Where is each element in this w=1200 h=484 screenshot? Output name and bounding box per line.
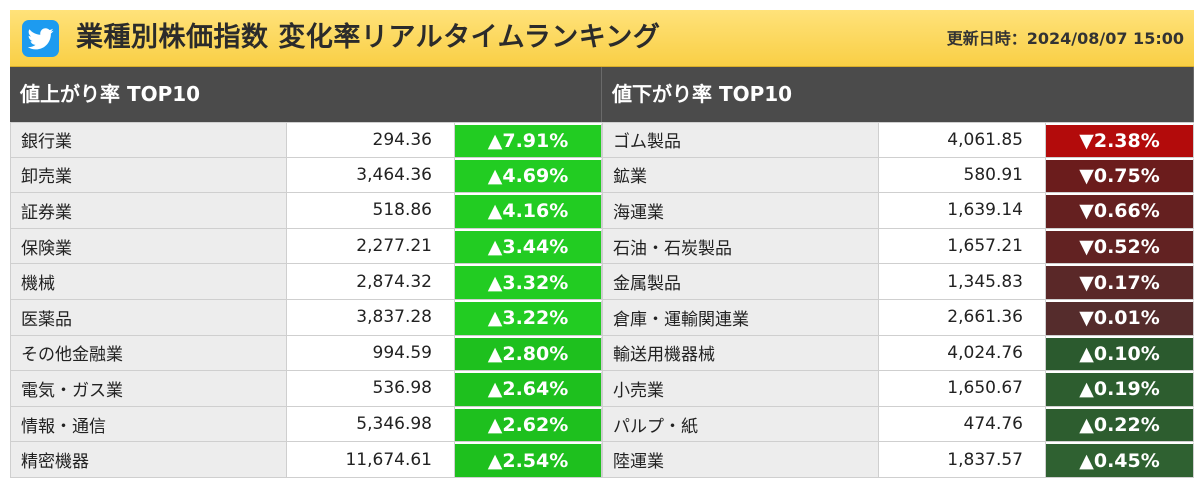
change-rate-badge: ▲0.19% bbox=[1046, 371, 1194, 406]
index-value: 474.76 bbox=[879, 406, 1046, 442]
change-rate-badge: ▲4.16% bbox=[455, 193, 602, 228]
table-row[interactable]: 倉庫・運輸関連業 2,661.36 ▼0.01% bbox=[602, 299, 1194, 336]
change-rate-badge: ▲3.44% bbox=[455, 228, 602, 264]
change-rate-badge: ▼0.75% bbox=[1046, 157, 1194, 193]
table-row[interactable]: 保険業 2,277.21 ▲3.44% bbox=[10, 228, 602, 265]
table-row[interactable]: 証券業 518.86 ▲4.16% bbox=[10, 193, 602, 229]
table-row[interactable]: ゴム製品 4,061.85 ▼2.38% bbox=[602, 122, 1194, 158]
gainers-heading: 値上がり率 TOP10 bbox=[10, 67, 602, 122]
table-row[interactable]: 石油・石炭製品 1,657.21 ▼0.52% bbox=[602, 228, 1194, 265]
change-rate-badge: ▲2.54% bbox=[455, 442, 602, 477]
table-row[interactable]: 精密機器 11,674.61 ▲2.54% bbox=[10, 442, 602, 478]
change-rate-badge: ▲3.32% bbox=[455, 264, 602, 299]
change-rate-badge: ▼0.01% bbox=[1046, 299, 1194, 335]
index-value: 3,837.28 bbox=[287, 299, 455, 335]
sector-name: 陸運業 bbox=[602, 442, 879, 477]
table-row[interactable]: その他金融業 994.59 ▲2.80% bbox=[10, 335, 602, 372]
change-rate-badge: ▲4.69% bbox=[455, 157, 602, 193]
table-row[interactable]: パルプ・紙 474.76 ▲0.22% bbox=[602, 406, 1194, 443]
index-value: 518.86 bbox=[287, 193, 455, 228]
index-value: 4,024.76 bbox=[879, 335, 1046, 371]
change-rate-badge: ▼0.52% bbox=[1046, 228, 1194, 264]
change-rate-badge: ▲3.22% bbox=[455, 299, 602, 335]
table-row[interactable]: 医薬品 3,837.28 ▲3.22% bbox=[10, 299, 602, 336]
sector-name: 倉庫・運輸関連業 bbox=[602, 299, 879, 335]
sector-name: パルプ・紙 bbox=[602, 406, 879, 442]
index-value: 5,346.98 bbox=[287, 406, 455, 442]
sector-name: 石油・石炭製品 bbox=[602, 228, 879, 264]
sector-name: 鉱業 bbox=[602, 157, 879, 193]
index-value: 1,639.14 bbox=[879, 193, 1046, 228]
change-rate-badge: ▼0.66% bbox=[1046, 193, 1194, 228]
sector-name: その他金融業 bbox=[10, 335, 287, 371]
change-rate-badge: ▲2.62% bbox=[455, 406, 602, 442]
index-value: 2,661.36 bbox=[879, 299, 1046, 335]
table-row[interactable]: 陸運業 1,837.57 ▲0.45% bbox=[602, 442, 1194, 478]
sector-name: 小売業 bbox=[602, 371, 879, 406]
gainers-panel: 値上がり率 TOP10 銀行業 294.36 ▲7.91% 卸売業 3,464.36 ▲4… bbox=[10, 67, 602, 478]
update-timestamp: 更新日時：2024/08/07 15:00 bbox=[946, 29, 1184, 48]
index-value: 3,464.36 bbox=[287, 157, 455, 193]
bird-logo-icon[interactable] bbox=[22, 20, 59, 57]
table-row[interactable]: 輸送用機器械 4,024.76 ▲0.10% bbox=[602, 335, 1194, 372]
sector-name: 情報・通信 bbox=[10, 406, 287, 442]
table-row[interactable]: 情報・通信 5,346.98 ▲2.62% bbox=[10, 406, 602, 443]
index-value: 994.59 bbox=[287, 335, 455, 371]
table-row[interactable]: 海運業 1,639.14 ▼0.66% bbox=[602, 193, 1194, 229]
gainers-list: 銀行業 294.36 ▲7.91% 卸売業 3,464.36 ▲4.69% 証券業 518.8… bbox=[10, 122, 602, 478]
header-bar: 業種別株価指数 変化率リアルタイムランキング 更新日時：2024/08/07 1… bbox=[10, 10, 1194, 67]
losers-list: ゴム製品 4,061.85 ▼2.38% 鉱業 580.91 ▼0.75% 海運業 1,639… bbox=[602, 122, 1194, 478]
sector-name: 精密機器 bbox=[10, 442, 287, 477]
table-row[interactable]: 電気・ガス業 536.98 ▲2.64% bbox=[10, 371, 602, 407]
change-rate-badge: ▲0.22% bbox=[1046, 406, 1194, 442]
index-value: 2,874.32 bbox=[287, 264, 455, 299]
index-value: 294.36 bbox=[287, 123, 455, 157]
index-value: 1,657.21 bbox=[879, 228, 1046, 264]
change-rate-badge: ▲0.10% bbox=[1046, 335, 1194, 371]
index-value: 536.98 bbox=[287, 371, 455, 406]
sector-name: 銀行業 bbox=[10, 123, 287, 157]
table-row[interactable]: 金属製品 1,345.83 ▼0.17% bbox=[602, 264, 1194, 300]
index-value: 4,061.85 bbox=[879, 123, 1046, 157]
bird-glyph bbox=[27, 27, 54, 49]
table-row[interactable]: 鉱業 580.91 ▼0.75% bbox=[602, 157, 1194, 194]
change-rate-badge: ▲2.80% bbox=[455, 335, 602, 371]
change-rate-badge: ▲0.45% bbox=[1046, 442, 1194, 477]
index-value: 2,277.21 bbox=[287, 228, 455, 264]
table-row[interactable]: 卸売業 3,464.36 ▲4.69% bbox=[10, 157, 602, 194]
sector-name: 輸送用機器械 bbox=[602, 335, 879, 371]
sector-name: 海運業 bbox=[602, 193, 879, 228]
sector-name: 卸売業 bbox=[10, 157, 287, 193]
losers-panel: 値下がり率 TOP10 ゴム製品 4,061.85 ▼2.38% 鉱業 580.91 ▼0… bbox=[602, 67, 1194, 478]
sector-name: 電気・ガス業 bbox=[10, 371, 287, 406]
change-rate-badge: ▼2.38% bbox=[1046, 123, 1194, 157]
index-value: 1,345.83 bbox=[879, 264, 1046, 299]
index-value: 11,674.61 bbox=[287, 442, 455, 477]
table-row[interactable]: 小売業 1,650.67 ▲0.19% bbox=[602, 371, 1194, 407]
sector-name: 証券業 bbox=[10, 193, 287, 228]
table-row[interactable]: 機械 2,874.32 ▲3.32% bbox=[10, 264, 602, 300]
sector-name: 医薬品 bbox=[10, 299, 287, 335]
losers-heading: 値下がり率 TOP10 bbox=[602, 67, 1194, 122]
index-value: 1,837.57 bbox=[879, 442, 1046, 477]
change-rate-badge: ▲2.64% bbox=[455, 371, 602, 406]
sector-name: 機械 bbox=[10, 264, 287, 299]
page-title: 業種別株価指数 変化率リアルタイムランキング bbox=[76, 22, 661, 53]
index-value: 580.91 bbox=[879, 157, 1046, 193]
change-rate-badge: ▼0.17% bbox=[1046, 264, 1194, 299]
sector-name: 金属製品 bbox=[602, 264, 879, 299]
sector-name: ゴム製品 bbox=[602, 123, 879, 157]
table-row[interactable]: 銀行業 294.36 ▲7.91% bbox=[10, 122, 602, 158]
sector-name: 保険業 bbox=[10, 228, 287, 264]
change-rate-badge: ▲7.91% bbox=[455, 123, 602, 157]
index-value: 1,650.67 bbox=[879, 371, 1046, 406]
